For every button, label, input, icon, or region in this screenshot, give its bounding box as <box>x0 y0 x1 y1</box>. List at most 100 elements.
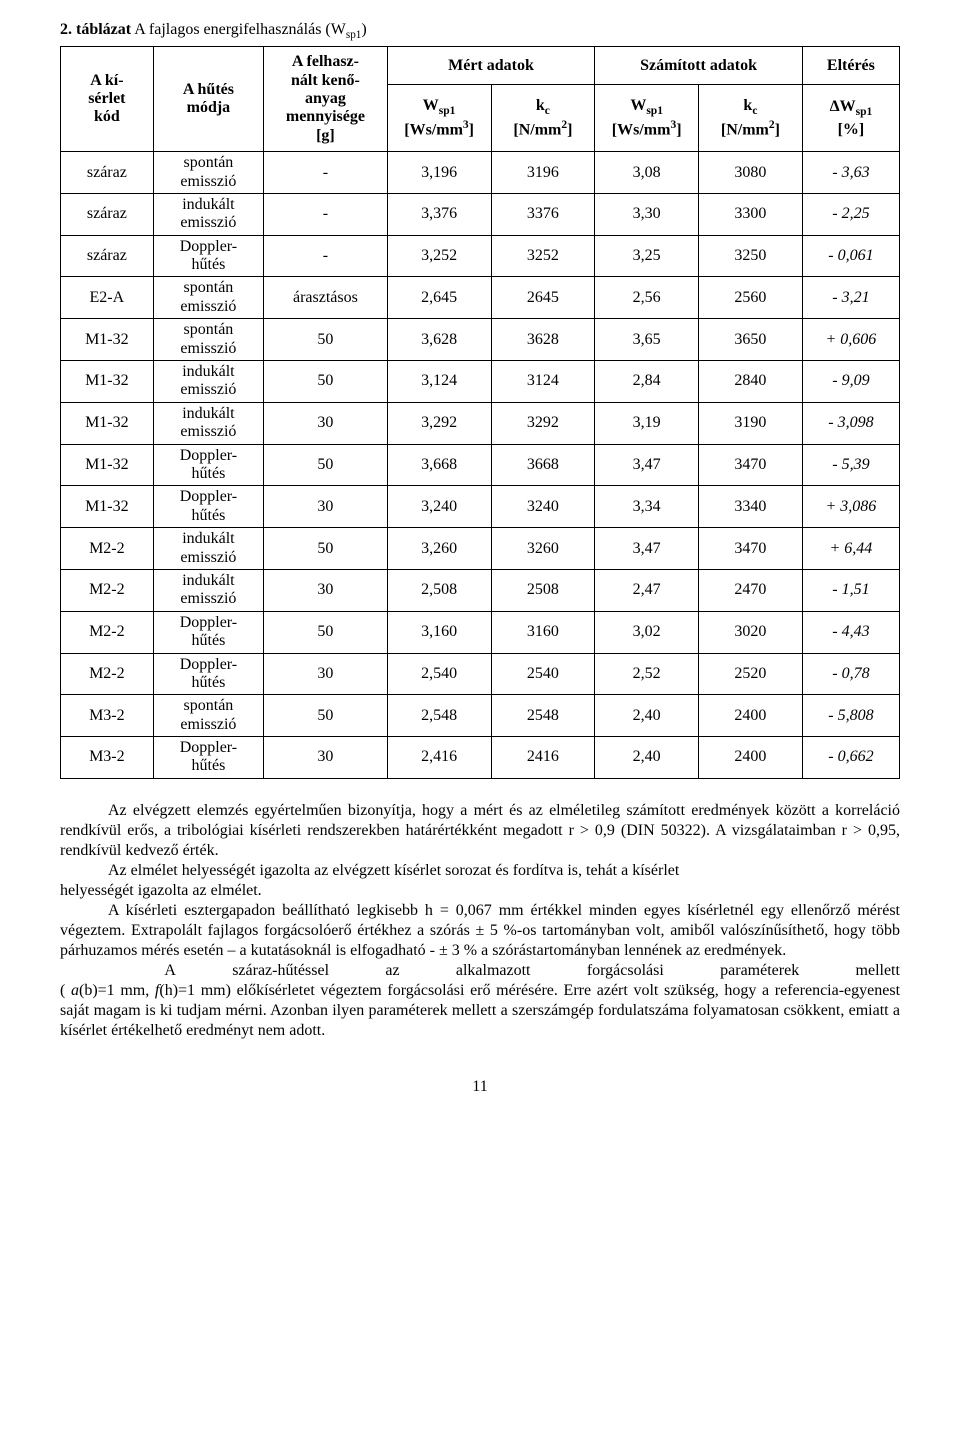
cell-calc-w: 2,40 <box>595 737 699 779</box>
cell-method: indukáltemisszió <box>153 528 263 570</box>
cell-code: M1-32 <box>61 402 154 444</box>
cell-measured-w: 3,196 <box>387 152 491 194</box>
cell-code: száraz <box>61 193 154 235</box>
cell-calc-k: 3300 <box>699 193 803 235</box>
data-table: A kí-sérletkód A hűtésmódja A felhasz-ná… <box>60 46 900 779</box>
cell-calc-w: 3,65 <box>595 319 699 361</box>
cell-measured-w: 2,416 <box>387 737 491 779</box>
cell-qty: 30 <box>264 653 388 695</box>
cell-calc-k: 3470 <box>699 528 803 570</box>
cell-delta: - 3,63 <box>802 152 899 194</box>
cell-calc-w: 3,19 <box>595 402 699 444</box>
th-qty-text: A felhasz-nált kenő-anyagmennyisége[g] <box>286 53 365 144</box>
cell-calc-k: 3340 <box>699 486 803 528</box>
cell-calc-w: 3,08 <box>595 152 699 194</box>
cell-method: indukáltemisszió <box>153 569 263 611</box>
table-row: M2-2Doppler-hűtés503,16031603,023020- 4,… <box>61 611 900 653</box>
cell-code: száraz <box>61 152 154 194</box>
cell-measured-k: 3240 <box>491 486 595 528</box>
cell-calc-k: 2400 <box>699 695 803 737</box>
cell-delta: - 3,21 <box>802 277 899 319</box>
cell-delta: - 2,25 <box>802 193 899 235</box>
table-row: M1-32Doppler-hűtés503,66836683,473470- 5… <box>61 444 900 486</box>
cell-calc-w: 2,56 <box>595 277 699 319</box>
cell-calc-w: 3,34 <box>595 486 699 528</box>
table-row: M1-32indukáltemisszió503,12431242,842840… <box>61 361 900 403</box>
cell-measured-k: 3668 <box>491 444 595 486</box>
cell-calc-w: 2,84 <box>595 361 699 403</box>
cell-qty: - <box>264 193 388 235</box>
table-row: M2-2indukáltemisszió503,26032603,473470+… <box>61 528 900 570</box>
cell-calc-w: 3,47 <box>595 528 699 570</box>
table-row: M1-32indukáltemisszió303,29232923,193190… <box>61 402 900 444</box>
cell-measured-k: 2508 <box>491 569 595 611</box>
cell-qty: 50 <box>264 695 388 737</box>
cell-measured-w: 2,540 <box>387 653 491 695</box>
cell-qty: 50 <box>264 319 388 361</box>
cell-measured-w: 3,668 <box>387 444 491 486</box>
table-row: M1-32spontánemisszió503,62836283,653650+… <box>61 319 900 361</box>
cell-code: száraz <box>61 235 154 277</box>
cell-calc-w: 3,25 <box>595 235 699 277</box>
cell-method: Doppler-hűtés <box>153 444 263 486</box>
cell-measured-w: 3,260 <box>387 528 491 570</box>
para-2a: Az elmélet helyességét igazolta az elvég… <box>60 861 900 881</box>
cell-calc-k: 3080 <box>699 152 803 194</box>
cell-measured-k: 2548 <box>491 695 595 737</box>
cell-code: M2-2 <box>61 528 154 570</box>
th-calculated: Számított adatok <box>595 47 803 85</box>
cell-calc-w: 3,02 <box>595 611 699 653</box>
cell-measured-w: 2,508 <box>387 569 491 611</box>
th-dwsp1: ΔWsp1 [%] <box>802 85 899 152</box>
cell-qty: 30 <box>264 737 388 779</box>
cell-qty: 30 <box>264 486 388 528</box>
cell-code: M2-2 <box>61 653 154 695</box>
cell-calc-k: 2400 <box>699 737 803 779</box>
cell-measured-k: 2540 <box>491 653 595 695</box>
table-caption: 2. táblázat A fajlagos energifelhasználá… <box>60 20 900 42</box>
cell-measured-w: 3,628 <box>387 319 491 361</box>
table-row: szárazspontánemisszió-3,19631963,083080-… <box>61 152 900 194</box>
cell-qty: 50 <box>264 444 388 486</box>
cell-code: M2-2 <box>61 611 154 653</box>
para-1: Az elvégzett elemzés egyértelműen bizony… <box>60 801 900 861</box>
caption-label: 2. táblázat <box>60 21 131 38</box>
caption-tail: ) <box>361 21 366 38</box>
cell-calc-w: 3,47 <box>595 444 699 486</box>
cell-measured-w: 3,376 <box>387 193 491 235</box>
cell-qty: 30 <box>264 402 388 444</box>
cell-method: indukáltemisszió <box>153 402 263 444</box>
cell-delta: - 5,39 <box>802 444 899 486</box>
th-m-kc: kc [N/mm2] <box>491 85 595 152</box>
cell-code: M2-2 <box>61 569 154 611</box>
cell-calc-k: 2560 <box>699 277 803 319</box>
th-method: A hűtésmódja <box>153 47 263 152</box>
cell-method: spontánemisszió <box>153 152 263 194</box>
th-method-text: A hűtésmódja <box>183 81 234 116</box>
cell-measured-k: 3160 <box>491 611 595 653</box>
caption-text: A fajlagos energifelhasználás (W <box>131 21 346 38</box>
cell-code: M1-32 <box>61 486 154 528</box>
cell-method: spontánemisszió <box>153 277 263 319</box>
cell-delta: + 3,086 <box>802 486 899 528</box>
page-number: 11 <box>60 1077 900 1097</box>
cell-method: Doppler-hűtés <box>153 235 263 277</box>
cell-delta: - 4,43 <box>802 611 899 653</box>
cell-qty: - <box>264 235 388 277</box>
cell-code: M1-32 <box>61 444 154 486</box>
para-4-rest: ( a(b)=1 mm, f(h)=1 mm) előkísérletet vé… <box>60 981 900 1041</box>
cell-qty: 50 <box>264 528 388 570</box>
th-qty: A felhasz-nált kenő-anyagmennyisége[g] <box>264 47 388 152</box>
body-text: Az elvégzett elemzés egyértelműen bizony… <box>60 801 900 1041</box>
cell-method: spontánemisszió <box>153 319 263 361</box>
cell-measured-w: 3,292 <box>387 402 491 444</box>
cell-measured-k: 2645 <box>491 277 595 319</box>
th-code-text: A kí-sérletkód <box>88 72 125 126</box>
th-c-kc: kc [N/mm2] <box>699 85 803 152</box>
cell-qty: árasztásos <box>264 277 388 319</box>
cell-code: E2-A <box>61 277 154 319</box>
cell-method: Doppler-hűtés <box>153 653 263 695</box>
cell-qty: 30 <box>264 569 388 611</box>
cell-method: indukáltemisszió <box>153 361 263 403</box>
cell-code: M3-2 <box>61 695 154 737</box>
